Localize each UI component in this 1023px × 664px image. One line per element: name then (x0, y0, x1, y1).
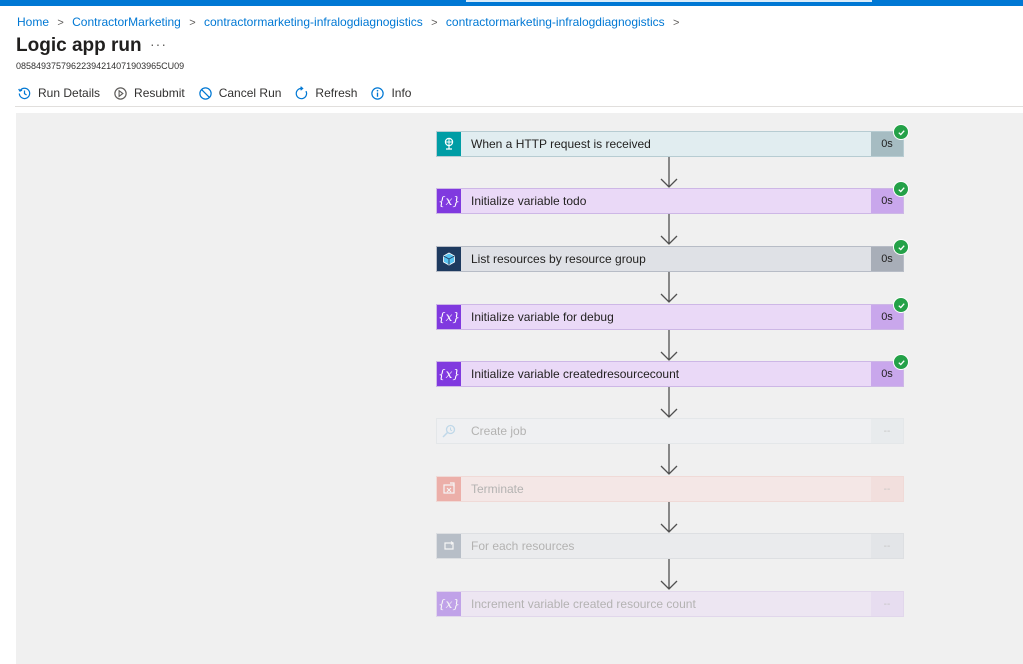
flow-arrow (660, 157, 678, 188)
resource-manager-icon (437, 247, 461, 271)
breadcrumb-home[interactable]: Home (17, 15, 50, 29)
run-id: 08584937579622394214071903965CU09 (16, 61, 185, 71)
success-check-icon (893, 239, 909, 255)
step-label: Increment variable created resource coun… (471, 597, 696, 611)
breadcrumb-resource-group[interactable]: ContractorMarketing (72, 15, 181, 29)
foreach-loop-icon (437, 534, 461, 558)
variable-icon: {x} (437, 305, 461, 329)
flow-arrow (660, 330, 678, 361)
create-job-icon (437, 419, 461, 443)
flow-arrow (660, 444, 678, 475)
step-for-each-resources[interactable]: For each resources -- (436, 533, 904, 559)
step-initialize-variable-createdresourcecount[interactable]: {x} Initialize variable createdresourcec… (436, 354, 909, 387)
step-duration: -- (871, 534, 903, 558)
step-duration: -- (871, 419, 903, 443)
step-initialize-variable-todo[interactable]: {x} Initialize variable todo 0s (436, 181, 909, 214)
breadcrumb: Home > ContractorMarketing > contractorm… (17, 15, 684, 29)
info-button[interactable]: Info (370, 86, 411, 101)
step-label: Initialize variable todo (471, 194, 587, 208)
step-initialize-variable-debug[interactable]: {x} Initialize variable for debug 0s (436, 297, 909, 330)
breadcrumb-logic-app[interactable]: contractormarketing-infralogdiagnogistic… (203, 15, 423, 29)
command-bar: Run Details Resubmit Cancel Run Refresh … (17, 84, 424, 102)
success-check-icon (893, 181, 909, 197)
flow-arrow (660, 559, 678, 590)
cancel-icon (198, 86, 212, 100)
flow-arrow (660, 502, 678, 533)
cancel-run-button[interactable]: Cancel Run (198, 86, 282, 101)
info-label: Info (391, 86, 412, 100)
chevron-right-icon: > (189, 17, 196, 29)
step-duration: -- (871, 477, 903, 501)
top-nav-bar (0, 0, 1023, 6)
resubmit-button[interactable]: Resubmit (113, 86, 185, 101)
variable-icon: {x} (437, 592, 461, 616)
toolbar-divider (15, 106, 1023, 107)
resubmit-icon (114, 86, 127, 100)
chevron-right-icon: > (673, 17, 680, 29)
info-icon (371, 86, 385, 100)
step-label: Create job (471, 424, 527, 438)
step-label: Initialize variable createdresourcecount (471, 367, 680, 381)
run-details-button[interactable]: Run Details (17, 86, 100, 101)
step-http-request[interactable]: When a HTTP request is received 0s (436, 124, 909, 157)
flow-arrow (660, 387, 678, 418)
step-label: For each resources (471, 539, 575, 553)
terminate-icon (437, 477, 461, 501)
step-terminate[interactable]: Terminate -- (436, 476, 904, 502)
step-create-job[interactable]: Create job -- (436, 418, 904, 444)
flow-arrow (660, 272, 678, 303)
history-icon (18, 87, 31, 99)
step-increment-variable[interactable]: {x} Increment variable created resource … (436, 591, 904, 617)
refresh-label: Refresh (315, 86, 358, 100)
refresh-icon (296, 85, 308, 99)
step-label: List resources by resource group (471, 252, 646, 266)
refresh-button[interactable]: Refresh (294, 85, 358, 101)
http-request-icon (437, 132, 461, 156)
page-title: Logic app run (16, 35, 142, 56)
success-check-icon (893, 297, 909, 313)
step-label: Initialize variable for debug (471, 310, 614, 324)
run-details-label: Run Details (38, 86, 101, 100)
variable-icon: {x} (437, 362, 461, 386)
more-options-button[interactable]: ··· (150, 36, 167, 52)
chevron-right-icon: > (57, 17, 64, 29)
step-list-resources[interactable]: List resources by resource group 0s (436, 239, 909, 272)
success-check-icon (893, 354, 909, 370)
variable-icon: {x} (437, 189, 461, 213)
chevron-right-icon: > (431, 17, 438, 29)
success-check-icon (893, 124, 909, 140)
search-box-edge[interactable] (466, 0, 872, 2)
cancel-run-label: Cancel Run (218, 86, 282, 100)
step-label: Terminate (471, 482, 524, 496)
flow-arrow (660, 214, 678, 245)
breadcrumb-run-history[interactable]: contractormarketing-infralogdiagnogistic… (445, 15, 665, 29)
resubmit-label: Resubmit (134, 86, 185, 100)
step-duration: -- (871, 592, 903, 616)
step-label: When a HTTP request is received (471, 137, 651, 151)
